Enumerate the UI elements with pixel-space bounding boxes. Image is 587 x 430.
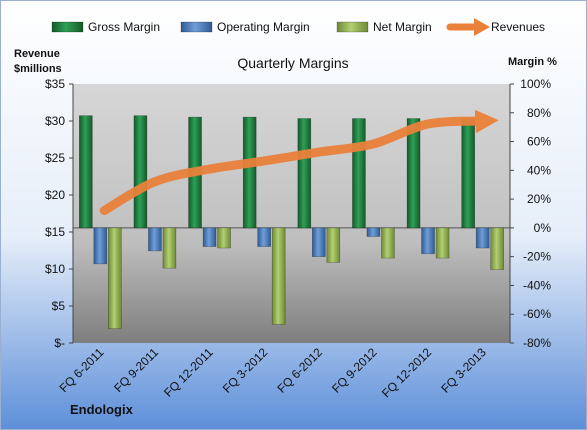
legend-label: Gross Margin	[88, 20, 160, 34]
left-tick-label: $25	[45, 151, 65, 165]
left-axis-label: Revenue	[14, 48, 60, 60]
legend-label: Operating Margin	[217, 20, 310, 34]
legend-gross-margin: Gross Margin	[51, 20, 160, 34]
net-margin-bar	[326, 227, 341, 263]
left-tick-label: $15	[45, 225, 65, 239]
left-axis-label-unit: $millions	[14, 63, 62, 75]
right-tick-label: 60%	[527, 135, 551, 149]
company-label: Endologix	[70, 402, 134, 417]
left-tick-label: $10	[45, 262, 65, 276]
operating-margin-bar	[312, 227, 326, 257]
operating-margin-bar	[421, 227, 435, 255]
gross-margin-bar	[406, 118, 421, 229]
operating-margin-bar	[202, 227, 217, 247]
left-tick-label: $-	[54, 336, 65, 350]
right-tick-label: 20%	[527, 192, 551, 206]
operating-margin-bar	[148, 227, 162, 252]
legend-swatch	[51, 21, 84, 33]
legend-arrowhead	[474, 18, 490, 36]
legend-swatch	[180, 21, 213, 33]
right-tick-label: -80%	[523, 336, 551, 350]
revenue-line	[99, 109, 499, 216]
chart-title: Quarterly Margins	[237, 55, 348, 71]
legend-operating-margin: Operating Margin	[180, 20, 310, 34]
net-margin-bar	[217, 227, 231, 249]
operating-margin-bar	[475, 227, 490, 249]
right-axis-label: Margin %	[508, 56, 557, 68]
right-tick-label: 100%	[520, 77, 551, 91]
net-margin-bar	[271, 227, 286, 325]
left-tick-label: $35	[45, 77, 65, 91]
legend-label: Revenues	[491, 20, 545, 34]
right-tick-label: -60%	[523, 307, 551, 321]
right-tick-label: 80%	[527, 106, 551, 120]
right-tick-label: -20%	[523, 250, 551, 264]
operating-margin-bar	[366, 227, 381, 237]
left-tick-label: $20	[45, 188, 65, 202]
legend-net-margin: Net Margin	[336, 20, 432, 34]
right-tick-label: 0%	[534, 221, 552, 235]
legend-swatch	[336, 21, 369, 33]
left-tick-label: $5	[52, 299, 66, 313]
net-margin-bar	[162, 227, 177, 269]
net-margin-bar	[435, 227, 450, 259]
gross-margin-bar	[297, 118, 312, 229]
right-tick-label: -40%	[523, 278, 551, 292]
net-margin-bar	[381, 227, 395, 259]
gross-margin-bar	[352, 118, 366, 229]
legend-revenues: Revenues	[446, 18, 545, 36]
legend-label: Net Margin	[373, 20, 432, 34]
left-tick-label: $30	[45, 114, 65, 128]
right-tick-label: 40%	[527, 163, 551, 177]
operating-margin-bar	[93, 227, 108, 265]
gross-margin-bar	[133, 115, 148, 229]
gross-margin-bar	[242, 116, 257, 229]
net-margin-bar	[490, 227, 504, 270]
operating-margin-bar	[257, 227, 271, 247]
net-margin-bar	[108, 227, 122, 329]
gross-margin-bar	[79, 115, 93, 229]
gross-margin-bar	[461, 118, 475, 229]
